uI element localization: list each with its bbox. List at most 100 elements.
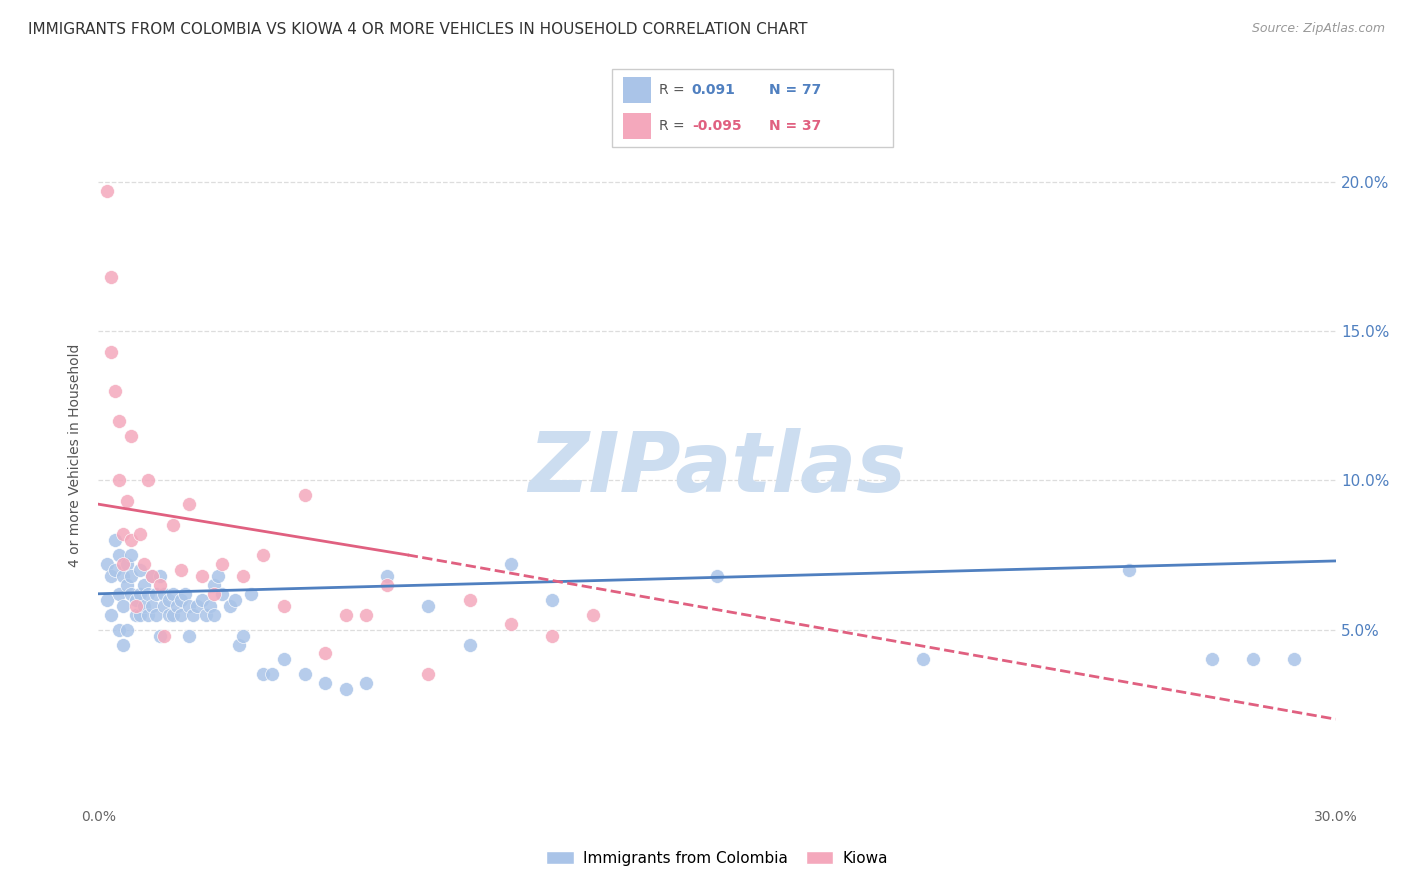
Point bbox=[273, 599, 295, 613]
Point bbox=[162, 518, 184, 533]
Bar bbox=[623, 113, 651, 139]
Point bbox=[219, 599, 242, 613]
Point bbox=[375, 578, 398, 592]
Text: R =: R = bbox=[659, 119, 685, 133]
Point bbox=[120, 569, 142, 583]
Point bbox=[153, 587, 176, 601]
Point bbox=[108, 414, 131, 428]
Point bbox=[458, 638, 481, 652]
Point bbox=[108, 473, 131, 487]
Point bbox=[120, 587, 142, 601]
Point bbox=[260, 667, 283, 681]
Point bbox=[145, 587, 167, 601]
Point bbox=[120, 533, 142, 547]
Point bbox=[145, 607, 167, 622]
Text: N = 37: N = 37 bbox=[769, 119, 821, 133]
Point bbox=[136, 473, 159, 487]
Point bbox=[912, 652, 935, 666]
Text: R =: R = bbox=[659, 83, 685, 97]
Point bbox=[179, 497, 201, 511]
Point bbox=[314, 647, 336, 661]
Point bbox=[202, 607, 225, 622]
Point bbox=[96, 557, 118, 571]
Point bbox=[335, 607, 357, 622]
Point bbox=[120, 428, 142, 442]
Point bbox=[112, 638, 135, 652]
Point bbox=[228, 638, 250, 652]
Point bbox=[314, 676, 336, 690]
Point bbox=[375, 569, 398, 583]
Point bbox=[294, 667, 316, 681]
Point bbox=[124, 599, 146, 613]
Point bbox=[124, 592, 146, 607]
Point bbox=[104, 563, 127, 577]
Point bbox=[458, 592, 481, 607]
Text: -0.095: -0.095 bbox=[692, 119, 741, 133]
Text: 0.091: 0.091 bbox=[692, 83, 735, 97]
Point bbox=[112, 599, 135, 613]
Point bbox=[108, 623, 131, 637]
Bar bbox=[623, 78, 651, 103]
Point bbox=[202, 587, 225, 601]
Point bbox=[149, 629, 172, 643]
Point bbox=[499, 557, 522, 571]
Point bbox=[141, 569, 163, 583]
Y-axis label: 4 or more Vehicles in Household: 4 or more Vehicles in Household bbox=[69, 343, 83, 566]
Point bbox=[112, 527, 135, 541]
Point bbox=[202, 578, 225, 592]
Point bbox=[541, 629, 564, 643]
Point bbox=[170, 607, 193, 622]
Point bbox=[141, 569, 163, 583]
Text: N = 77: N = 77 bbox=[769, 83, 821, 97]
Point bbox=[141, 599, 163, 613]
Point bbox=[153, 599, 176, 613]
Point bbox=[232, 629, 254, 643]
Point bbox=[157, 607, 180, 622]
Point bbox=[117, 623, 139, 637]
Point bbox=[128, 607, 150, 622]
Text: IMMIGRANTS FROM COLOMBIA VS KIOWA 4 OR MORE VEHICLES IN HOUSEHOLD CORRELATION CH: IMMIGRANTS FROM COLOMBIA VS KIOWA 4 OR M… bbox=[28, 22, 807, 37]
Point bbox=[211, 587, 233, 601]
Point bbox=[104, 533, 127, 547]
Point bbox=[582, 607, 605, 622]
Point bbox=[117, 578, 139, 592]
Point bbox=[170, 592, 193, 607]
FancyBboxPatch shape bbox=[612, 69, 893, 147]
Point bbox=[117, 557, 139, 571]
Point bbox=[190, 592, 212, 607]
Point bbox=[112, 557, 135, 571]
Point bbox=[335, 682, 357, 697]
Point bbox=[418, 599, 440, 613]
Point bbox=[252, 548, 274, 562]
Point bbox=[96, 592, 118, 607]
Point bbox=[128, 527, 150, 541]
Point bbox=[149, 578, 172, 592]
Point bbox=[136, 587, 159, 601]
Point bbox=[162, 587, 184, 601]
Text: Source: ZipAtlas.com: Source: ZipAtlas.com bbox=[1251, 22, 1385, 36]
Point bbox=[132, 557, 155, 571]
Point bbox=[120, 548, 142, 562]
Point bbox=[541, 592, 564, 607]
Point bbox=[100, 345, 122, 359]
Point bbox=[198, 599, 221, 613]
Point bbox=[294, 488, 316, 502]
Text: ZIPatlas: ZIPatlas bbox=[529, 428, 905, 509]
Point bbox=[104, 384, 127, 398]
Point bbox=[224, 592, 246, 607]
Point bbox=[117, 494, 139, 508]
Point bbox=[124, 607, 146, 622]
Point bbox=[194, 607, 217, 622]
Point bbox=[232, 569, 254, 583]
Point bbox=[356, 607, 378, 622]
Point bbox=[1284, 652, 1306, 666]
Point bbox=[166, 599, 188, 613]
Point bbox=[100, 607, 122, 622]
Point bbox=[252, 667, 274, 681]
Point bbox=[179, 599, 201, 613]
Point bbox=[179, 629, 201, 643]
Point bbox=[128, 563, 150, 577]
Point bbox=[240, 587, 263, 601]
Point bbox=[211, 557, 233, 571]
Point bbox=[499, 616, 522, 631]
